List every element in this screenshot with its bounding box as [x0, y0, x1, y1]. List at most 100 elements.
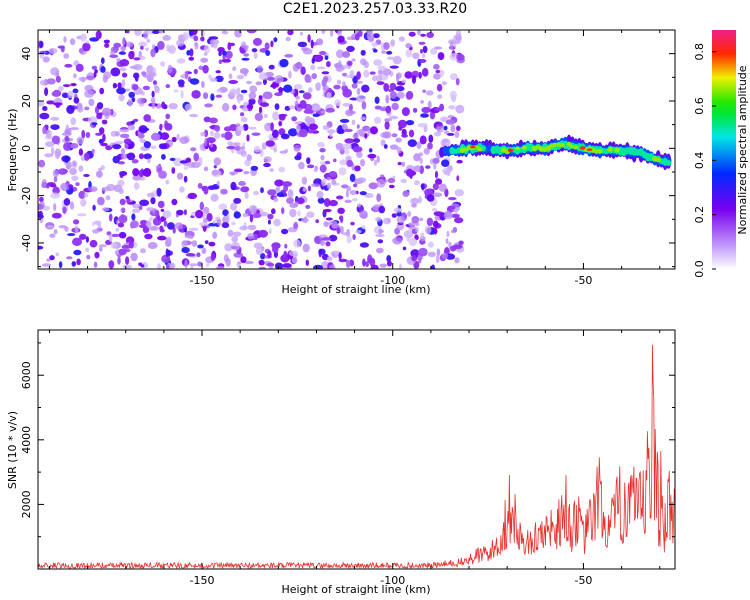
noise-blob — [376, 193, 382, 202]
noise-blob — [244, 159, 251, 167]
noise-blob — [295, 61, 303, 70]
noise-blob — [371, 42, 378, 47]
noise-blob — [198, 222, 209, 227]
noise-blob — [132, 168, 140, 177]
noise-blob — [322, 85, 330, 92]
noise-blob — [144, 233, 153, 240]
noise-blob — [162, 35, 171, 41]
noise-blob — [39, 112, 50, 120]
noise-blob — [405, 90, 414, 100]
noise-blob — [284, 243, 288, 249]
noise-blob — [453, 34, 462, 43]
noise-blob — [373, 49, 378, 53]
noise-blob — [78, 148, 84, 156]
noise-blob — [146, 207, 155, 212]
noise-blob — [345, 190, 349, 198]
noise-blob — [162, 210, 172, 219]
signal-cell — [470, 146, 476, 149]
noise-blob — [38, 159, 46, 168]
noise-blob — [402, 246, 407, 251]
noise-blob — [76, 258, 81, 266]
noise-blob — [383, 144, 388, 149]
noise-blob — [215, 94, 223, 98]
noise-blob — [157, 263, 161, 269]
noise-blob — [430, 264, 436, 269]
noise-blob — [418, 247, 428, 257]
noise-blob — [165, 248, 169, 257]
noise-blob — [203, 217, 208, 224]
noise-blob — [410, 197, 420, 205]
noise-blob — [102, 133, 106, 142]
noise-blob — [51, 146, 55, 156]
noise-blob — [448, 105, 456, 110]
noise-blob — [72, 237, 82, 246]
noise-blob — [167, 222, 175, 230]
noise-blob — [266, 262, 275, 267]
noise-blob — [375, 74, 383, 83]
noise-blob — [321, 178, 327, 187]
noise-blob — [95, 30, 102, 40]
noise-blob — [341, 184, 349, 189]
noise-blob — [179, 186, 185, 193]
noise-blob — [419, 157, 423, 164]
noise-blob — [312, 105, 322, 111]
noise-blob — [110, 67, 121, 77]
noise-blob — [69, 201, 75, 210]
noise-blob — [458, 240, 464, 246]
noise-blob — [50, 116, 60, 121]
noise-blob — [360, 58, 367, 66]
noise-blob — [426, 194, 435, 202]
noise-blob — [450, 124, 456, 133]
noise-blob — [456, 53, 465, 61]
noise-blob — [293, 84, 303, 90]
noise-blob — [130, 120, 135, 125]
noise-blob — [454, 189, 464, 197]
noise-blob — [72, 88, 79, 94]
noise-blob — [274, 262, 283, 269]
noise-blob — [226, 145, 236, 150]
x-tick-label: -100 — [380, 574, 405, 587]
noise-blob — [375, 234, 385, 237]
noise-blob — [132, 203, 141, 209]
noise-blob — [92, 229, 100, 234]
noise-blob — [269, 137, 279, 141]
noise-blob — [270, 122, 274, 132]
noise-blob — [426, 217, 434, 227]
noise-blob — [249, 213, 254, 223]
noise-blob — [183, 228, 187, 233]
noise-blob — [138, 41, 148, 47]
noise-blob — [336, 79, 342, 85]
noise-blob — [253, 190, 259, 196]
noise-blob — [274, 92, 283, 97]
noise-blob — [368, 148, 373, 153]
noise-blob — [240, 89, 248, 94]
noise-blob — [373, 159, 377, 166]
noise-blob — [392, 55, 402, 65]
noise-blob — [433, 73, 441, 80]
noise-blob — [189, 227, 199, 231]
noise-blob — [364, 133, 368, 139]
noise-blob — [222, 102, 230, 112]
noise-blob — [207, 185, 216, 190]
noise-blob — [255, 81, 263, 86]
noise-blob — [230, 245, 238, 250]
noise-blob — [254, 112, 263, 122]
noise-blob — [424, 225, 432, 235]
noise-blob — [78, 190, 86, 199]
x-tick-label: -150 — [190, 274, 215, 287]
noise-blob — [151, 100, 155, 110]
noise-blob — [433, 131, 442, 137]
noise-blob — [121, 244, 132, 249]
noise-blob — [249, 126, 257, 130]
noise-blob — [267, 219, 271, 225]
noise-blob — [243, 69, 248, 77]
noise-blob — [406, 168, 414, 177]
noise-blob — [360, 159, 365, 167]
noise-blob — [197, 182, 203, 189]
noise-blob — [415, 227, 419, 233]
noise-blob — [420, 100, 424, 104]
x-tick-label: -50 — [574, 274, 592, 287]
noise-blob — [301, 217, 309, 223]
noise-blob — [127, 98, 133, 107]
noise-blob — [233, 252, 244, 258]
